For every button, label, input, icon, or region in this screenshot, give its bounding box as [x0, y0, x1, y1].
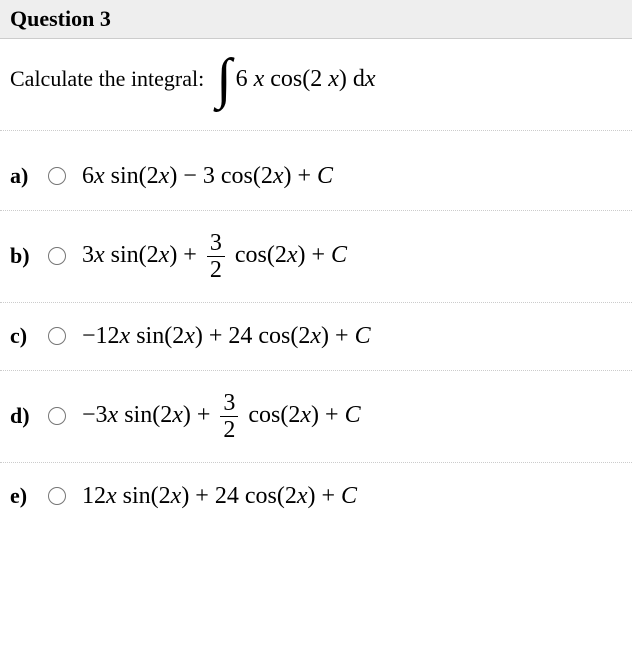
option-label: a)	[10, 163, 38, 189]
question-title: Question 3	[10, 6, 111, 31]
option-label: c)	[10, 323, 38, 349]
option-e[interactable]: e) 12x sin(2x) + 24 cos(2x) + C	[0, 463, 632, 530]
option-a[interactable]: a) 6x sin(2x) − 3 cos(2x) + C	[0, 143, 632, 211]
option-a-radio[interactable]	[48, 167, 66, 185]
integral-expression: ∫ 6 x cos(2 x) dx	[216, 57, 375, 102]
option-d[interactable]: d) −3x sin(2x) + 32 cos(2x) + C	[0, 371, 632, 463]
prompt-lead: Calculate the integral:	[10, 66, 204, 92]
option-c-expr: −12x sin(2x) + 24 cos(2x) + C	[82, 323, 371, 350]
options-list: a) 6x sin(2x) − 3 cos(2x) + C b) 3x sin(…	[0, 131, 632, 530]
option-label: b)	[10, 243, 38, 269]
option-label: d)	[10, 403, 38, 429]
option-b-expr: 3x sin(2x) + 32 cos(2x) + C	[82, 231, 347, 282]
integrand: 6 x cos(2 x) dx	[236, 66, 376, 93]
option-a-expr: 6x sin(2x) − 3 cos(2x) + C	[82, 163, 333, 190]
question-prompt: Calculate the integral: ∫ 6 x cos(2 x) d…	[0, 39, 632, 131]
option-d-expr: −3x sin(2x) + 32 cos(2x) + C	[82, 391, 361, 442]
question-header: Question 3	[0, 0, 632, 39]
option-c[interactable]: c) −12x sin(2x) + 24 cos(2x) + C	[0, 303, 632, 371]
option-e-radio[interactable]	[48, 487, 66, 505]
option-d-radio[interactable]	[48, 407, 66, 425]
option-label: e)	[10, 483, 38, 509]
option-b-radio[interactable]	[48, 247, 66, 265]
option-c-radio[interactable]	[48, 327, 66, 345]
option-b[interactable]: b) 3x sin(2x) + 32 cos(2x) + C	[0, 211, 632, 303]
integral-symbol: ∫	[216, 57, 231, 102]
option-e-expr: 12x sin(2x) + 24 cos(2x) + C	[82, 483, 357, 510]
